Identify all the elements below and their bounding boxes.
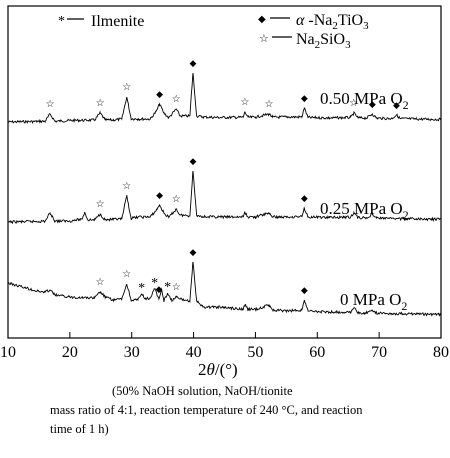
- peak-marker: ☆: [122, 82, 131, 93]
- peak-marker: ◆: [155, 285, 162, 295]
- legend-na2tio3-marker: ◆: [258, 14, 266, 25]
- peak-marker: ☆: [122, 181, 131, 192]
- peak-marker: ☆: [122, 269, 131, 280]
- peak-marker: ☆: [349, 98, 358, 109]
- x-axis-label: 2θ/(°): [198, 360, 238, 379]
- legend: * Ilmenite ◆ α -Na2TiO3 ☆ Na2SiO3: [58, 12, 369, 51]
- legend-na2tio3-label: α -Na2TiO3: [296, 12, 369, 32]
- legend-ilmenite-marker: *: [58, 14, 65, 29]
- peak-marker: ☆: [96, 277, 105, 288]
- x-tick-label-30: 30: [124, 344, 140, 361]
- x-tick-label-70: 70: [371, 344, 387, 361]
- peak-marker: *: [138, 281, 145, 296]
- peak-marker: ◆: [393, 101, 400, 111]
- x-tick-label-40: 40: [186, 344, 202, 361]
- peak-marker: ☆: [96, 199, 105, 210]
- x-tick-label-50: 50: [247, 344, 263, 361]
- x-tick-label-80: 80: [433, 344, 449, 361]
- caption-line-1: (50% NaOH solution, NaOH/tionite: [112, 384, 293, 398]
- peak-marker: ◆: [189, 59, 196, 69]
- series-line-1: [7, 170, 442, 225]
- peak-marker: ◆: [189, 248, 196, 258]
- peak-marker: ◆: [156, 90, 163, 100]
- series-labels: 0.50 MPa O2 0.25 MPa O2 0 MPa O2: [320, 89, 409, 313]
- peak-marker: ◆: [156, 191, 163, 201]
- peak-marker: ◆: [301, 94, 308, 104]
- peak-marker: ☆: [265, 99, 274, 110]
- series-line-2: [7, 261, 442, 317]
- peak-marker: ☆: [96, 98, 105, 109]
- series-line-0: [7, 72, 442, 124]
- series-label-025: 0.25 MPa O2: [320, 199, 409, 222]
- x-tick-label-20: 20: [62, 344, 78, 361]
- caption-line-3: time of 1 h): [50, 422, 109, 436]
- peak-marker: ☆: [172, 194, 181, 205]
- figure-caption: (50% NaOH solution, NaOH/tionite mass ra…: [0, 382, 450, 439]
- peak-marker: ◆: [301, 286, 308, 296]
- peak-marker: ◆: [369, 100, 376, 110]
- peak-marker: *: [164, 280, 171, 295]
- legend-ilmenite-label: Ilmenite: [91, 13, 144, 30]
- x-tick-label-10: 10: [0, 344, 16, 361]
- plot-border: [7, 5, 442, 339]
- legend-na2sio3-marker: ☆: [259, 32, 269, 45]
- peak-marker: *: [151, 276, 158, 291]
- peak-marker: ◆: [301, 194, 308, 204]
- series-layer: [7, 72, 442, 317]
- peak-marker: ☆: [46, 99, 55, 110]
- series-label-050: 0.50 MPa O2: [320, 89, 409, 112]
- x-tick-label-60: 60: [309, 344, 325, 361]
- x-axis-ticks: 10 20 30 40 50 60 70 80: [0, 332, 449, 361]
- plot-frame: [7, 5, 442, 339]
- series-label-0: 0 MPa O2: [340, 290, 407, 313]
- caption-line-2: mass ratio of 4:1, reaction temperature …: [50, 403, 363, 417]
- peak-marker: ☆: [172, 282, 181, 293]
- peak-marker: ◆: [189, 157, 196, 167]
- peak-marker: ☆: [172, 94, 181, 105]
- peak-marker: ☆: [240, 97, 249, 108]
- legend-na2sio3-label: Na2SiO3: [296, 31, 351, 51]
- peak-markers: ☆ ☆☆◆ ☆◆☆ ☆ ◆ ☆ ◆ ◆☆☆◆ ☆◆◆☆☆* *◆ * ☆◆◆: [46, 59, 400, 296]
